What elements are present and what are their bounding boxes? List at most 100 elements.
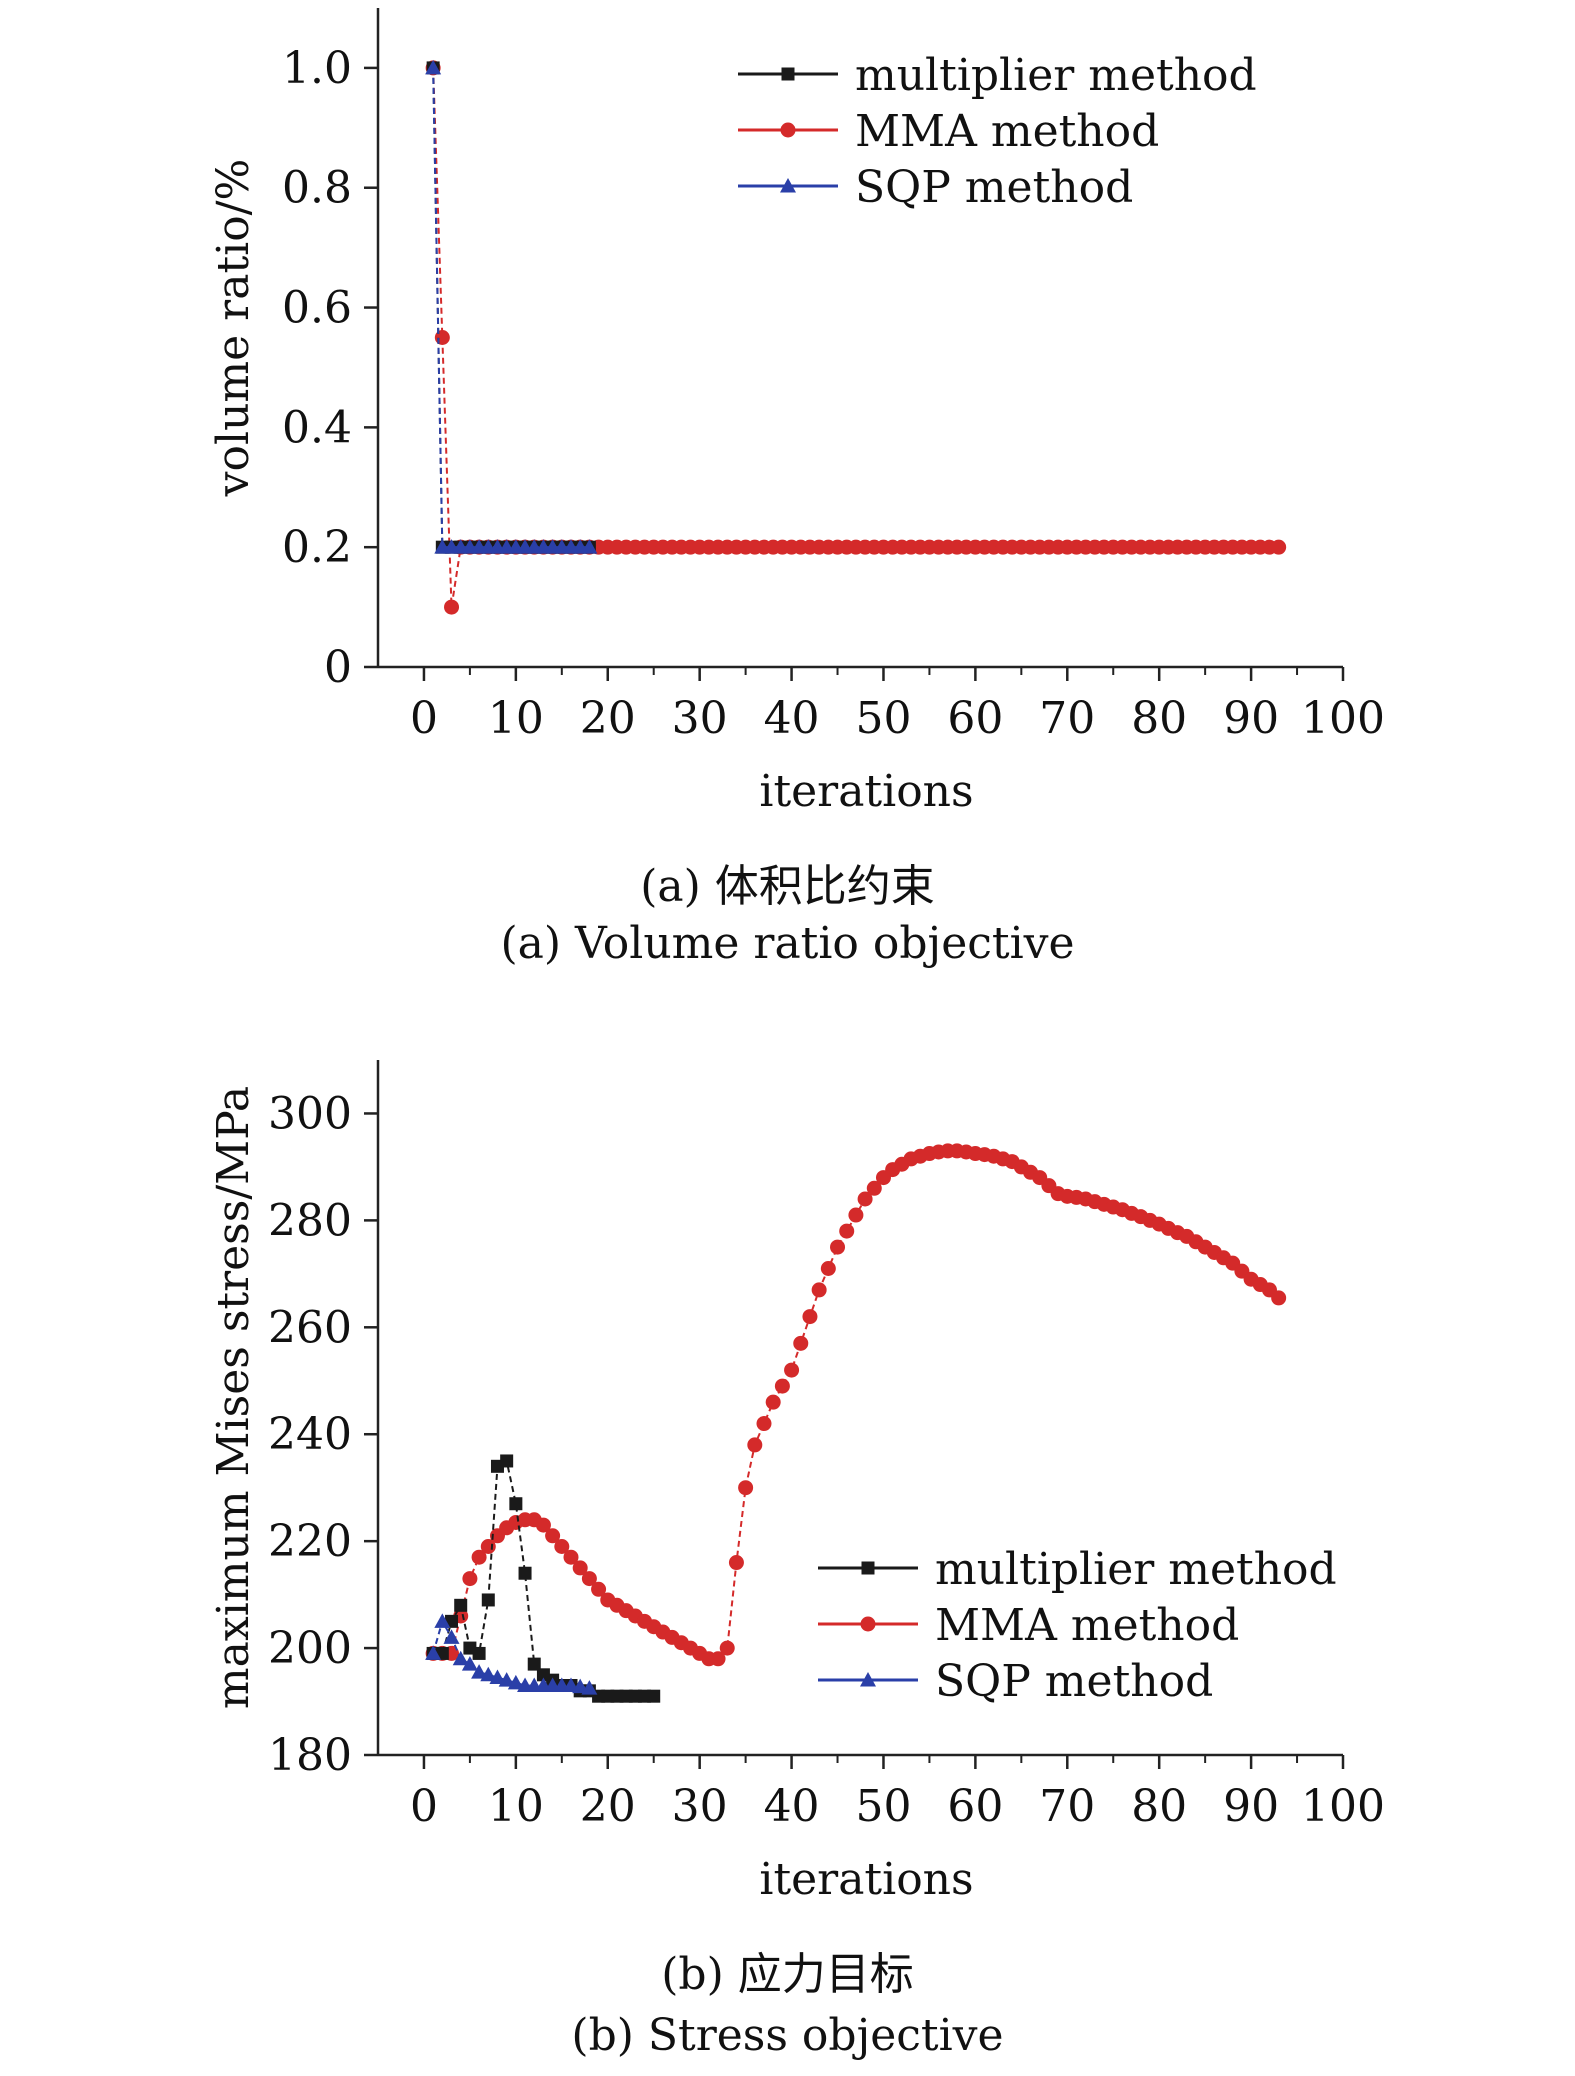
chart2-x-tick-label: 10 xyxy=(488,1781,544,1832)
chart1-x-tick-label: 70 xyxy=(1039,693,1095,744)
chart2-x-tick-label: 20 xyxy=(580,1781,636,1832)
chart2-y-tick-label: 200 xyxy=(268,1623,352,1674)
chart1-legend-marker xyxy=(780,122,796,138)
chart2-series-triangle xyxy=(425,1613,598,1695)
chart2-data-point xyxy=(535,1517,551,1533)
chart2-data-point xyxy=(848,1207,864,1223)
chart1-x-tick-label: 60 xyxy=(947,693,1003,744)
caption-a-en: (a) Volume ratio objective xyxy=(500,918,1075,969)
chart2-y-tick-label: 280 xyxy=(268,1195,352,1246)
chart2-legend-label: MMA method xyxy=(935,1600,1239,1651)
chart2-data-point xyxy=(507,1674,524,1690)
chart1-x-tick-label: 30 xyxy=(672,693,728,744)
chart1-x-tick-label: 90 xyxy=(1223,693,1279,744)
chart1-x-axis-label: iterations xyxy=(759,766,973,817)
chart1-legend-label: MMA method xyxy=(855,106,1159,157)
chart2-y-tick-label: 180 xyxy=(268,1730,352,1781)
chart2-data-point xyxy=(452,1650,469,1666)
caption-b-cn: (b) 应力目标 xyxy=(661,1949,914,2000)
chart2-data-point xyxy=(710,1651,726,1667)
chart1-series-square xyxy=(426,61,596,554)
chart2-data-point xyxy=(462,1571,478,1587)
chart2-data-point xyxy=(820,1261,836,1276)
chart1-x-tick-label: 50 xyxy=(855,693,911,744)
chart2-legend-marker xyxy=(860,1672,876,1687)
chart2-data-point xyxy=(839,1223,855,1239)
chart2-data-point xyxy=(774,1378,790,1394)
chart2-x-tick-label: 30 xyxy=(672,1781,728,1832)
chart2-data-point xyxy=(461,1656,478,1671)
chart2-x-tick-label: 100 xyxy=(1301,1781,1385,1832)
chart2-x-tick-label: 40 xyxy=(764,1781,820,1832)
chart1-y-tick-label: 0.8 xyxy=(282,163,352,214)
chart2-data-point xyxy=(527,1657,541,1671)
chart2-data-point xyxy=(454,1598,468,1612)
chart1-data-point xyxy=(581,539,598,554)
chart2-data-point xyxy=(719,1640,735,1656)
chart2-data-point xyxy=(830,1239,846,1255)
chart2-data-point xyxy=(581,1571,597,1587)
chart2-series-circle xyxy=(425,1143,1287,1667)
chart2-data-point xyxy=(500,1454,514,1468)
chart1-y-tick-label: 0.2 xyxy=(282,522,352,573)
chart1-y-tick-label: 0 xyxy=(324,642,352,693)
chart2-data-point xyxy=(443,1629,460,1644)
chart2-legend-marker xyxy=(860,1616,876,1632)
chart2-data-point xyxy=(498,1672,515,1687)
chart1-legend-label: SQP method xyxy=(855,162,1133,213)
chart2-data-point xyxy=(518,1566,532,1580)
chart1-y-tick-label: 0.6 xyxy=(282,283,352,334)
chart1-data-point xyxy=(444,599,460,615)
chart2-data-point xyxy=(572,1560,588,1576)
chart1-legend-marker xyxy=(780,178,796,193)
chart2-data-point xyxy=(545,1528,561,1544)
chart1-series-circle xyxy=(425,60,1287,615)
chart2-data-point xyxy=(591,1581,607,1597)
chart1-y-axis-label: volume ratio/% xyxy=(208,159,259,498)
chart2-data-point xyxy=(563,1549,579,1565)
chart2-legend-label: multiplier method xyxy=(935,1544,1337,1595)
chart2-data-point xyxy=(728,1555,744,1571)
chart1-x-tick-label: 40 xyxy=(764,693,820,744)
chart2-data-point xyxy=(1271,1290,1287,1306)
chart2-data-point xyxy=(765,1394,781,1410)
chart2-y-axis-label: maximum Mises stress/MPa xyxy=(208,1086,259,1709)
chart1-series-triangle xyxy=(425,59,598,554)
chart1-x-tick-label: 0 xyxy=(410,693,438,744)
chart2-legend-label: SQP method xyxy=(935,1656,1213,1707)
chart2-data-point xyxy=(472,1646,486,1660)
chart1-x-tick-label: 100 xyxy=(1301,693,1385,744)
chart1-y-tick-label: 1.0 xyxy=(282,43,352,94)
chart2-x-tick-label: 60 xyxy=(947,1781,1003,1832)
chart2-y-tick-label: 240 xyxy=(268,1409,352,1460)
chart2-data-point xyxy=(756,1416,772,1432)
chart2-data-point xyxy=(509,1497,523,1511)
chart2-data-point xyxy=(747,1437,763,1453)
chart2-data-point xyxy=(434,1613,451,1628)
chart2-x-tick-label: 80 xyxy=(1131,1781,1187,1832)
chart2-data-point xyxy=(793,1335,809,1351)
chart2-data-point xyxy=(425,1645,442,1660)
chart2-y-tick-label: 260 xyxy=(268,1302,352,1353)
chart1-y-tick-label: 0.4 xyxy=(282,402,352,453)
chart1-x-tick-label: 10 xyxy=(488,693,544,744)
chart2-data-point xyxy=(471,1664,488,1679)
chart2-data-point xyxy=(647,1689,661,1703)
chart2-data-point xyxy=(554,1539,570,1554)
chart2-x-axis-label: iterations xyxy=(759,1854,973,1905)
chart2-data-point xyxy=(489,1669,506,1684)
chart2-x-tick-label: 90 xyxy=(1223,1781,1279,1832)
chart2-data-point xyxy=(572,1678,589,1694)
caption-a-cn: (a) 体积比约束 xyxy=(640,861,935,912)
chart2-y-tick-label: 220 xyxy=(268,1516,352,1567)
chart2-data-point xyxy=(738,1480,754,1496)
chart2-x-tick-label: 50 xyxy=(855,1781,911,1832)
chart2-data-point xyxy=(811,1282,827,1298)
chart2-data-point xyxy=(481,1593,495,1607)
chart1-data-point xyxy=(1271,539,1287,555)
chart2-data-point xyxy=(480,1666,497,1682)
chart1-data-point xyxy=(434,330,450,345)
chart2-x-tick-label: 0 xyxy=(410,1781,438,1832)
chart1-legend-label: multiplier method xyxy=(855,50,1257,101)
